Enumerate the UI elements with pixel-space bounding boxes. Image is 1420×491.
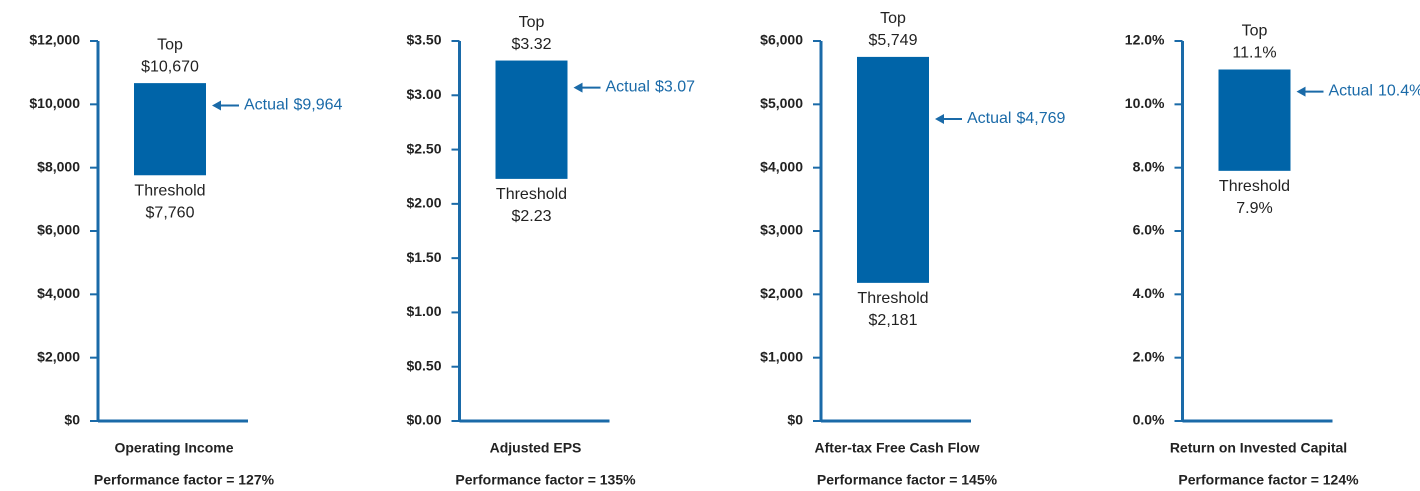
range-bar — [495, 60, 568, 179]
threshold-value: $2.23 — [511, 208, 551, 225]
chart-title: Operating Income — [114, 440, 233, 456]
y-tick-label: 12.0% — [1125, 32, 1165, 48]
top-value: 11.1% — [1232, 45, 1276, 62]
actual-name: Actual — [967, 110, 1011, 127]
y-tick-label: $1.50 — [406, 249, 441, 265]
y-tick-label: 2.0% — [1133, 348, 1165, 364]
y-tick-label: $3,000 — [760, 222, 803, 238]
range-bar — [134, 83, 206, 176]
y-tick-label: $2.00 — [406, 195, 441, 211]
y-tick-label: $10,000 — [29, 95, 80, 111]
range-bar — [857, 56, 929, 283]
actual-name: Actual — [244, 97, 288, 114]
threshold-value: 7.9% — [1236, 200, 1272, 217]
y-tick-label: $4,000 — [760, 158, 803, 174]
top-name: Top — [157, 36, 183, 53]
actual-arrow — [935, 113, 962, 124]
chart-title: Adjusted EPS — [490, 440, 582, 456]
top-value: $5,749 — [869, 32, 918, 49]
y-tick-label: $0.00 — [406, 412, 441, 428]
threshold-value: $2,181 — [869, 312, 918, 329]
top-name: Top — [1242, 23, 1268, 40]
actual-value: $4,769 — [1016, 110, 1065, 127]
y-tick-label: 4.0% — [1133, 285, 1165, 301]
top-value: $3.32 — [511, 36, 551, 53]
y-tick-label: $3.50 — [406, 32, 441, 48]
actual-arrow — [1296, 86, 1324, 97]
actual-label: Actual $3.07 — [606, 79, 696, 96]
chart-subtitle: Performance factor = 127% — [94, 472, 275, 488]
y-tick-label: 8.0% — [1133, 158, 1165, 174]
y-tick-label: $0 — [64, 412, 80, 428]
top-name: Top — [880, 10, 906, 27]
actual-name: Actual — [606, 79, 650, 96]
actual-value: $9,964 — [293, 97, 342, 114]
y-tick-label: $2,000 — [37, 348, 80, 364]
y-tick-label: $0 — [787, 412, 803, 428]
actual-value: $3.07 — [655, 79, 695, 96]
y-tick-label: $8,000 — [37, 158, 80, 174]
range-bar — [1218, 69, 1291, 171]
actual-name: Actual — [1329, 83, 1373, 100]
y-tick-label: $12,000 — [29, 32, 80, 48]
y-tick-label: $6,000 — [760, 32, 803, 48]
top-name: Top — [519, 14, 545, 31]
actual-label: Actual $9,964 — [244, 97, 343, 114]
y-tick-label: $4,000 — [37, 285, 80, 301]
chart-subtitle: Performance factor = 135% — [455, 472, 636, 488]
y-tick-label: 0.0% — [1133, 412, 1165, 428]
actual-value: 10.4% — [1378, 83, 1420, 100]
chart-subtitle: Performance factor = 124% — [1178, 472, 1359, 488]
y-tick-label: $3.00 — [406, 86, 441, 102]
y-tick-label: $5,000 — [760, 95, 803, 111]
threshold-name: Threshold — [496, 186, 567, 203]
actual-label: Actual $4,769 — [967, 110, 1066, 127]
y-tick-label: $0.50 — [406, 357, 441, 373]
y-tick-label: $6,000 — [37, 222, 80, 238]
y-tick-label: 6.0% — [1133, 222, 1165, 238]
chart-subtitle: Performance factor = 145% — [817, 472, 998, 488]
chart-title: After-tax Free Cash Flow — [815, 440, 980, 456]
y-tick-label: $2,000 — [760, 285, 803, 301]
actual-arrow — [573, 82, 601, 93]
threshold-value: $7,760 — [146, 204, 195, 221]
threshold-name: Threshold — [134, 182, 205, 199]
actual-label: Actual 10.4% — [1329, 83, 1420, 100]
top-value: $10,670 — [141, 58, 199, 75]
chart-title: Return on Invested Capital — [1170, 440, 1347, 456]
y-tick-label: $1,000 — [760, 348, 803, 364]
threshold-name: Threshold — [857, 290, 928, 307]
actual-arrow — [212, 100, 239, 111]
y-tick-label: $1.00 — [406, 303, 441, 319]
y-tick-label: $2.50 — [406, 140, 441, 156]
y-tick-label: 10.0% — [1125, 95, 1165, 111]
threshold-name: Threshold — [1219, 178, 1290, 195]
